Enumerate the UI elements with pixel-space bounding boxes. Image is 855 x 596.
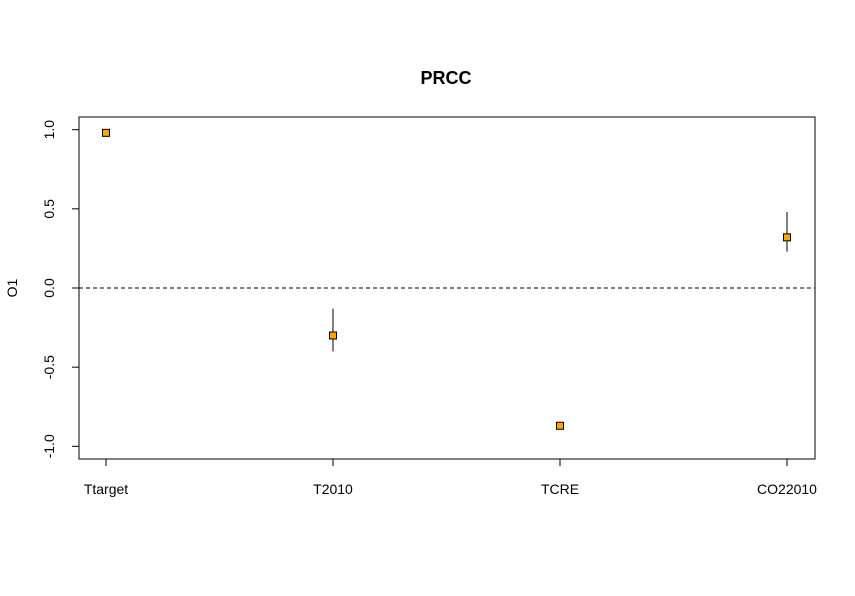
data-point <box>783 233 791 242</box>
y-tick-label: 1.0 <box>41 120 57 140</box>
data-point <box>329 331 337 340</box>
x-tick-label: Ttarget <box>84 481 128 497</box>
y-axis-label: O1 <box>4 278 20 297</box>
chart-title: PRCC <box>420 68 471 88</box>
y-tick-label: -0.5 <box>41 355 57 379</box>
x-axis: Ttarget T2010 TCRE CO22010 <box>84 458 817 497</box>
y-axis: 1.0 0.5 0.0 -0.5 -1.0 <box>41 120 80 458</box>
x-tick-label: TCRE <box>541 481 579 497</box>
x-tick-label: T2010 <box>313 481 353 497</box>
data-point <box>102 128 110 137</box>
y-tick-label: 0.0 <box>41 278 57 298</box>
data-marks <box>102 128 791 430</box>
data-point <box>556 421 564 430</box>
y-tick-label: 0.5 <box>41 199 57 219</box>
x-tick-label: CO22010 <box>757 481 817 497</box>
y-tick-label: -1.0 <box>41 434 57 458</box>
